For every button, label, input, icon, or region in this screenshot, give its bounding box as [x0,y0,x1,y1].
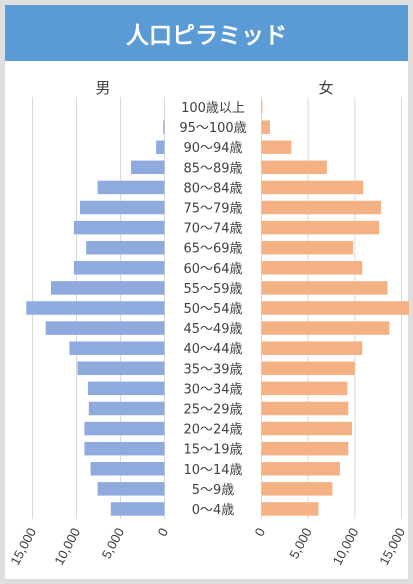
male-bar [86,240,165,255]
male-bar [77,361,165,376]
male-bar [84,421,165,436]
age-group-label: 10～14歳 [183,463,242,478]
male-bar [45,321,165,335]
male-bar [97,180,165,195]
male-bar [88,401,165,416]
female-tick-label: 0 [252,525,269,538]
male-bar [97,482,165,496]
female-bar [261,321,390,335]
female-bar [261,502,319,516]
female-bar [261,180,364,195]
male-side-label: 男 [95,79,110,97]
age-group-label: 75～79歳 [183,202,242,217]
female-bar [261,421,353,436]
female-bar [261,341,363,355]
female-bar [261,361,355,376]
age-group-label: 45～49歳 [183,322,242,337]
chart-title: 人口ピラミッド [126,23,287,49]
age-group-label: 20～24歳 [183,423,242,438]
female-bar [261,160,327,175]
male-bar [84,441,165,456]
female-bar [261,401,349,416]
male-bar [156,140,165,154]
male-tick-label: 10,000 [51,525,83,567]
female-bar [261,140,292,154]
age-group-label: 15～19歳 [183,443,242,458]
male-bar [80,200,165,215]
age-group-label: 40～44歳 [183,342,242,357]
male-bar [69,341,165,355]
chart-header: 人口ピラミッド [5,5,408,61]
age-group-label: 5～9歳 [192,483,235,498]
age-group-label: 0～4歳 [192,503,235,518]
male-bar [131,160,165,175]
age-group-label: 100歳以上 [181,101,245,116]
male-tick-label: 15,000 [7,525,39,567]
age-group-label: 35～39歳 [183,362,242,377]
male-tick-label: 0 [155,525,172,538]
age-group-label: 85～89歳 [183,161,242,176]
female-bar [261,220,380,235]
age-group-label: 55～59歳 [183,282,242,297]
female-bar [261,281,388,295]
female-bar [261,462,340,476]
male-bar [73,261,165,275]
female-bar [261,240,353,255]
female-bar [261,301,409,315]
female-bar [261,482,333,496]
male-bar [163,120,165,134]
male-bar [73,220,165,235]
male-bar [26,301,165,315]
female-tick-label: 5,000 [286,525,315,561]
female-tick-label: 10,000 [330,525,362,567]
female-bar [261,381,348,396]
male-tick-label: 5,000 [99,525,128,561]
female-bar [261,261,363,275]
age-group-label: 65～69歳 [183,242,242,257]
female-bar [261,441,349,456]
age-group-label: 80～84歳 [183,181,242,196]
male-bar [87,381,165,396]
age-group-label: 25～29歳 [183,402,242,417]
male-bar [50,281,165,295]
age-group-label: 90～94歳 [183,141,242,156]
female-side-label: 女 [318,79,333,97]
age-group-label: 30～34歳 [183,382,242,397]
male-bar [110,502,165,516]
age-group-label: 95～100歳 [179,121,246,136]
female-bar [261,100,263,114]
age-group-label: 50～54歳 [183,302,242,317]
female-tick-label: 15,000 [376,525,408,567]
female-bar [261,120,270,134]
age-group-label: 70～74歳 [183,222,242,237]
age-group-label: 60～64歳 [183,262,242,277]
female-bar [261,200,381,215]
male-bar [90,462,165,476]
